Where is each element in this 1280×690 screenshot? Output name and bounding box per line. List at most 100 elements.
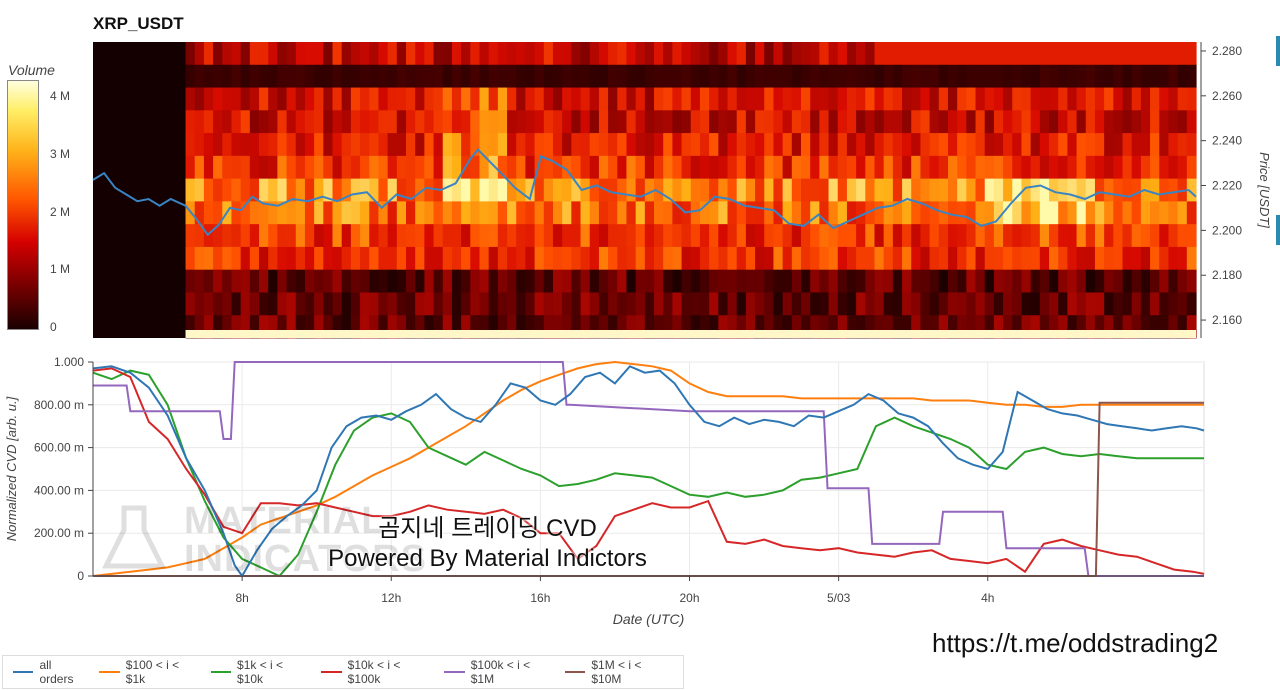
heatmap-cell (1049, 246, 1059, 271)
legend-item[interactable]: $1M < i < $10M (564, 658, 669, 686)
heatmap-cell (341, 64, 352, 88)
heatmap-cell (387, 292, 398, 316)
heatmap-cell (635, 87, 646, 111)
heatmap-cell (938, 110, 949, 134)
heatmap-cell (828, 110, 839, 134)
heatmap-cell (552, 292, 563, 316)
heatmap-cell (1159, 155, 1170, 180)
heatmap-cell (874, 64, 885, 88)
heatmap-cell (902, 292, 912, 316)
heatmap-cell (883, 42, 894, 66)
heatmap-cell (203, 224, 214, 248)
heatmap-cell (470, 201, 481, 225)
heatmap-cell (516, 246, 527, 271)
heatmap-cell (360, 64, 370, 88)
heatmap-cell (488, 269, 499, 293)
heatmap-cell (1067, 133, 1078, 157)
heatmap-cell (892, 224, 903, 248)
heatmap-cell (929, 110, 940, 134)
heatmap-cell (856, 201, 866, 225)
heatmap-cell (562, 178, 572, 202)
heatmap-cell (470, 224, 481, 248)
heatmap-cell (846, 246, 857, 271)
heatmap-cell (810, 87, 820, 111)
heatmap-cell (1076, 224, 1087, 248)
cvd-x-tick-label: 16h (530, 591, 550, 605)
heatmap-cell (451, 110, 462, 134)
heatmap-cell (966, 64, 977, 88)
heatmap-cell (984, 178, 995, 202)
heatmap-cell (525, 133, 536, 157)
heatmap-cell (277, 292, 288, 316)
heatmap-cell (406, 155, 416, 180)
heatmap-cell (1186, 42, 1197, 66)
heatmap-cell (268, 201, 278, 225)
heatmap-cell (1113, 87, 1124, 111)
heatmap-cell (479, 87, 490, 111)
heatmap-cell (396, 246, 407, 271)
heatmap-cell (470, 42, 481, 66)
heatmap-cell (947, 201, 958, 225)
heatmap-cell (947, 42, 958, 66)
heatmap-cell (654, 269, 664, 293)
heatmap-cell (295, 64, 306, 88)
heatmap-cell (874, 269, 885, 293)
heatmap-cell (1168, 201, 1179, 225)
heatmap-cell (406, 246, 416, 271)
heatmap-cell (332, 133, 343, 157)
heatmap-cell (369, 201, 380, 225)
heatmap-cell (1021, 42, 1032, 66)
heatmap-cell (920, 292, 931, 316)
heatmap-cell (902, 133, 912, 157)
heatmap-cell (534, 292, 545, 316)
legend-swatch (444, 671, 465, 673)
legend-item[interactable]: all orders (13, 658, 85, 686)
heatmap-cell (1150, 110, 1160, 134)
heatmap-cell (562, 42, 572, 66)
heatmap-cell (461, 292, 471, 316)
heatmap-cell (249, 133, 260, 157)
heatmap-cell (497, 269, 508, 293)
heatmap-cell (1085, 292, 1096, 316)
heatmap-cell (755, 224, 765, 248)
heatmap-cell (644, 64, 655, 88)
heatmap-cell (709, 201, 719, 225)
side-tab-top[interactable] (1276, 36, 1280, 66)
legend-item[interactable]: $1k < i < $10k (210, 658, 308, 686)
heatmap-cell (286, 155, 297, 180)
legend-item[interactable]: $10k < i < $100k (321, 658, 430, 686)
heatmap-cell (277, 155, 288, 180)
heatmap-cell (543, 110, 554, 134)
legend-item[interactable]: $100k < i < $1M (444, 658, 551, 686)
legend-item[interactable]: $100 < i < $1k (99, 658, 196, 686)
heatmap-cell (902, 315, 912, 339)
heatmap-cell (984, 224, 995, 248)
heatmap-cell (507, 224, 517, 248)
channel-url[interactable]: https://t.me/oddstrading2 (932, 628, 1219, 658)
heatmap-cell (525, 201, 536, 225)
heatmap-cell (543, 224, 554, 248)
heatmap-cell (791, 201, 802, 225)
heatmap-cell (479, 110, 490, 134)
heatmap-cell (690, 246, 701, 271)
heatmap-cell (323, 246, 334, 271)
heatmap-cell (580, 133, 591, 157)
heatmap-cell (874, 315, 885, 339)
side-tab-middle[interactable] (1276, 215, 1280, 245)
heatmap-cell (286, 110, 297, 134)
heatmap-cell (892, 133, 903, 157)
heatmap-cell (1039, 110, 1050, 134)
heatmap-cell (773, 246, 784, 271)
legend-label: $1k < i < $10k (237, 658, 284, 686)
heatmap-cell (663, 315, 673, 339)
heatmap-cell (736, 110, 747, 134)
heatmap-cell (819, 155, 830, 180)
heatmap-cell (442, 178, 453, 202)
heatmap-cell (378, 315, 389, 339)
heatmap-cell (902, 64, 912, 88)
heatmap-cell (525, 42, 536, 66)
heatmap-cell (1030, 292, 1041, 316)
heatmap-cell (1085, 224, 1096, 248)
heatmap-cell (240, 224, 251, 248)
heatmap-cell (975, 315, 986, 339)
